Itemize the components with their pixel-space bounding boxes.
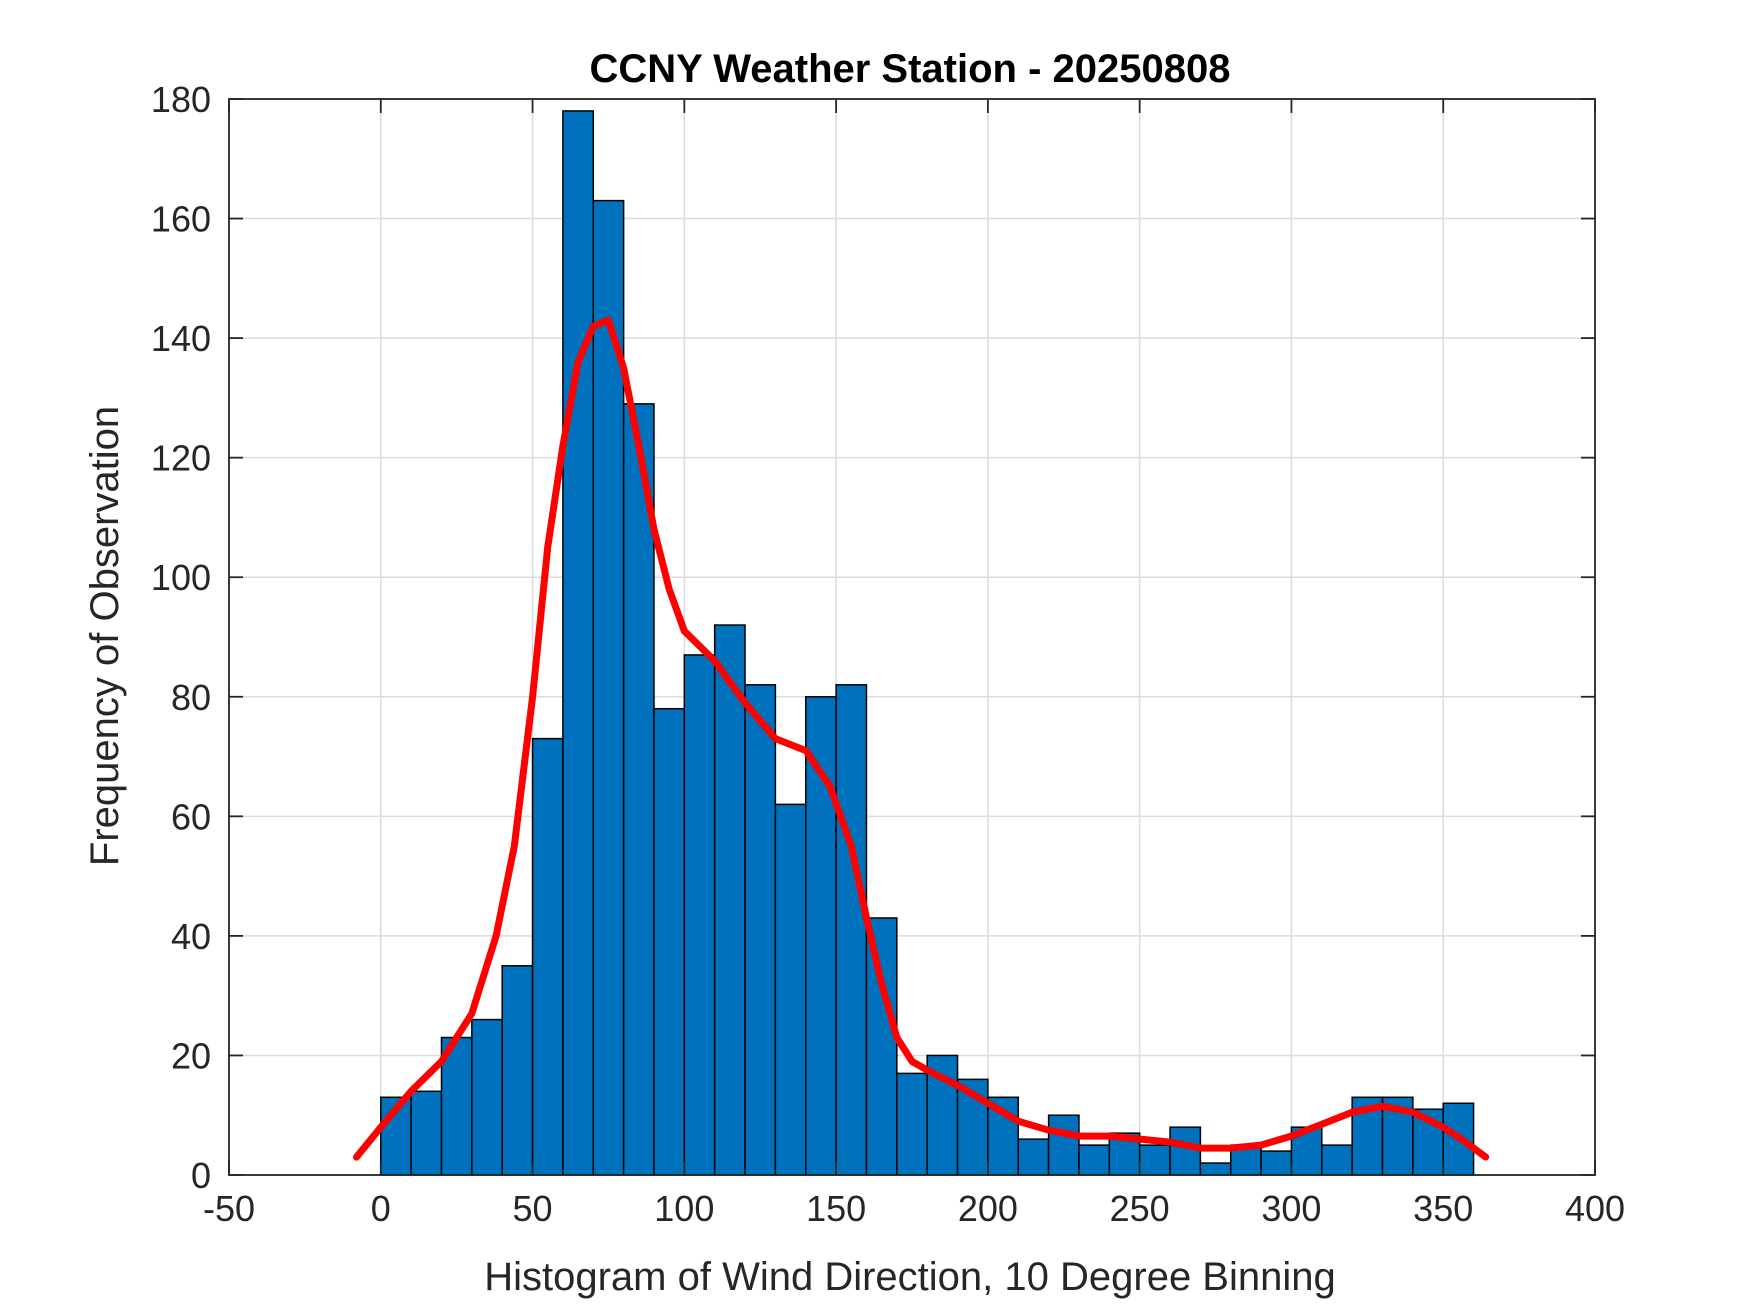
histogram-bar	[471, 1018, 503, 1176]
histogram-bar	[1260, 1150, 1293, 1176]
y-tick-labels: 0 20 40 60 80 100 120 140 160 180	[151, 79, 211, 1196]
x-tick-label: 50	[513, 1188, 553, 1229]
histogram-bar	[835, 684, 868, 1176]
x-tick-label: -50	[203, 1188, 255, 1229]
x-tick-label: 100	[654, 1188, 714, 1229]
y-tick-label: 120	[151, 438, 211, 479]
histogram-bar	[1078, 1144, 1111, 1176]
y-tick-label: 20	[171, 1035, 211, 1076]
y-tick-label: 100	[151, 557, 211, 598]
y-tick-label: 160	[151, 199, 211, 240]
histogram-bar	[1138, 1144, 1171, 1176]
histogram-bar	[1169, 1126, 1202, 1176]
grid-lines	[228, 98, 1596, 1176]
tick-marks	[228, 98, 1596, 1176]
histogram-bar	[440, 1036, 473, 1176]
histogram-bar	[774, 803, 807, 1176]
x-tick-labels: -50 0 50 100 150 200 250 300 350 400	[203, 1188, 1625, 1229]
histogram-bar	[1199, 1162, 1232, 1176]
histogram-bar	[1017, 1138, 1050, 1176]
x-tick-label: 0	[371, 1188, 391, 1229]
axes-box	[228, 98, 1596, 1176]
x-tick-label: 200	[958, 1188, 1018, 1229]
histogram-bar	[713, 624, 746, 1176]
y-tick-label: 80	[171, 677, 211, 718]
histogram-bar	[1321, 1144, 1353, 1176]
y-tick-label: 60	[171, 796, 211, 837]
histogram-bar	[501, 965, 534, 1176]
histogram-bar	[562, 110, 595, 1176]
x-tick-label: 400	[1565, 1188, 1625, 1229]
x-tick-label: 300	[1261, 1188, 1321, 1229]
y-tick-label: 140	[151, 318, 211, 359]
histogram-bars	[380, 110, 1475, 1176]
x-tick-label: 350	[1413, 1188, 1473, 1229]
y-tick-label: 40	[171, 916, 211, 957]
x-tick-label: 250	[1110, 1188, 1170, 1229]
histogram-bar	[1047, 1114, 1080, 1176]
x-tick-label: 150	[806, 1188, 866, 1229]
y-axis-label: Frequency of Observation	[83, 406, 127, 866]
chart-title: CCNY Weather Station - 20250808	[590, 47, 1231, 91]
histogram-bar	[410, 1090, 443, 1176]
histogram-bar	[531, 737, 564, 1176]
x-axis-label: Histogram of Wind Direction, 10 Degree B…	[484, 1255, 1336, 1299]
y-tick-label: 0	[191, 1155, 211, 1196]
histogram-bar	[896, 1072, 928, 1176]
histogram-bar	[865, 917, 898, 1176]
density-fit-line	[353, 316, 1490, 1161]
y-tick-label: 180	[151, 79, 211, 120]
histogram-bar	[653, 707, 686, 1176]
histogram-bar	[744, 684, 777, 1176]
histogram-bar	[683, 654, 716, 1176]
